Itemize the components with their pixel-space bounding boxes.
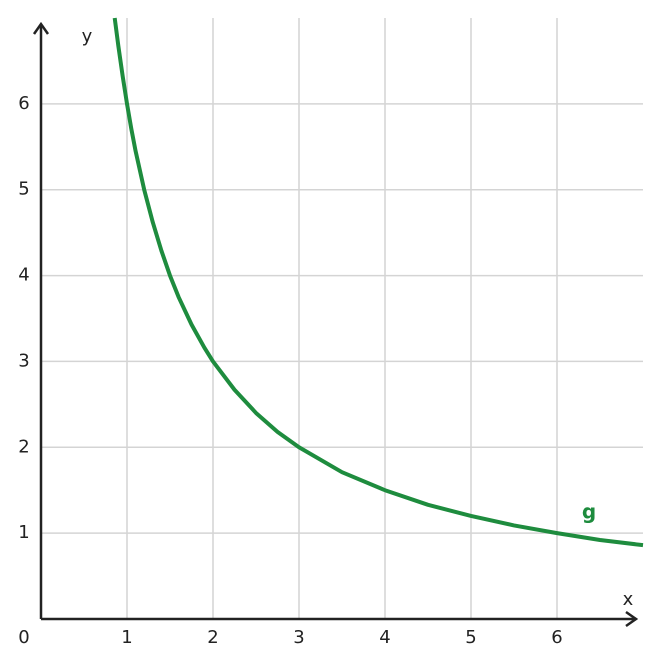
x-tick-label: 1: [121, 627, 132, 648]
y-axis-label: y: [82, 26, 93, 47]
y-tick-label: 5: [18, 179, 29, 200]
x-tick-label: 0: [18, 627, 29, 648]
y-axis-arrow: [32, 21, 50, 35]
x-tick-label: 5: [465, 627, 476, 648]
curve-label: g: [582, 500, 596, 524]
x-tick-label: 4: [379, 627, 390, 648]
y-tick-label: 2: [18, 436, 29, 457]
y-tick-label: 6: [18, 93, 29, 114]
y-tick-label: 3: [18, 350, 29, 371]
x-tick-label: 2: [207, 627, 218, 648]
x-axis-arrow: [625, 610, 639, 628]
x-tick-label: 6: [551, 627, 562, 648]
grid: [41, 18, 643, 619]
y-tick-label: 1: [18, 522, 29, 543]
curve: [112, 17, 644, 548]
x-tick-label: 3: [293, 627, 304, 648]
x-axis-label: x: [623, 589, 634, 610]
y-tick-label: 4: [18, 265, 29, 286]
